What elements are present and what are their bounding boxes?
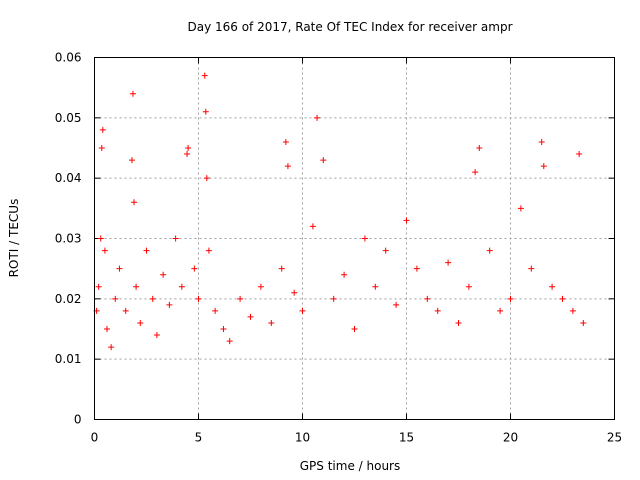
data-point [278,265,285,272]
data-point [507,295,514,302]
data-point [97,235,104,242]
data-point [465,283,472,290]
data-point [131,199,138,206]
data-point [538,138,545,145]
y-tick-label: 0.04 [55,171,82,185]
data-point [99,126,106,133]
data-point [299,307,306,314]
data-point [291,289,298,296]
y-tick-label: 0 [74,413,82,427]
data-points [93,72,587,351]
data-point [314,114,321,121]
data-point [101,247,108,254]
data-point [341,271,348,278]
data-point [226,338,233,345]
data-point [122,307,129,314]
data-point [486,247,493,254]
data-point [185,145,192,151]
y-tick-label: 0.01 [55,352,82,366]
data-point [143,247,150,254]
data-point [202,108,209,115]
data-point [98,145,105,151]
data-point [268,319,275,326]
data-point [382,247,389,254]
data-point [569,307,576,314]
data-point [191,265,198,272]
y-tick-label: 0.03 [55,232,82,246]
data-point [237,295,244,302]
data-point [403,217,410,224]
y-axis-label: ROTI / TECUs [7,199,21,278]
data-point [205,247,212,254]
data-point [330,295,337,302]
x-tick-label: 0 [91,431,99,445]
data-point [476,145,483,151]
data-point [497,307,504,314]
data-point [184,151,191,158]
x-axis-label: GPS time / hours [300,459,401,473]
tick-labels: 0 5 10 15 20 25 0 0.01 0.02 0.03 0.04 0.05 0.06 [55,51,622,445]
data-point [133,283,140,290]
data-point [212,307,219,314]
data-point [178,283,185,290]
data-point [455,319,462,326]
data-point [434,307,441,314]
data-point [549,283,556,290]
plot-frame [94,57,615,420]
data-point [413,265,420,272]
x-tick-label: 10 [295,431,310,445]
data-point [160,271,167,278]
data-point [137,319,144,326]
data-point [361,235,368,242]
data-point [257,283,264,290]
data-point [517,205,524,212]
x-tick-label: 25 [607,431,622,445]
data-point [129,90,136,97]
data-point [220,326,227,332]
data-point [203,175,210,182]
data-point [424,295,431,302]
data-point [95,283,102,290]
data-point [559,295,566,302]
data-point [540,163,547,170]
data-point [372,283,379,290]
data-point [320,157,327,164]
data-point [247,313,254,320]
data-point [393,301,400,308]
data-point [282,138,289,145]
data-point [201,72,208,79]
data-point [309,223,316,230]
data-point [528,265,535,272]
data-point [108,344,115,351]
data-point [149,295,156,302]
data-point [472,169,479,176]
data-point [580,319,587,326]
x-tick-label: 20 [503,431,518,445]
data-point [351,326,358,332]
y-tick-label: 0.05 [55,111,82,125]
data-point [284,163,291,170]
chart-title: Day 166 of 2017, Rate Of TEC Index for r… [187,20,512,34]
data-point [166,301,173,308]
x-tick-label: 5 [195,431,203,445]
y-tick-label: 0.06 [55,51,82,65]
data-point [172,235,179,242]
y-tick-label: 0.02 [55,292,82,306]
data-point [116,265,123,272]
data-point [445,259,452,266]
grid-lines [94,57,615,420]
x-tick-label: 15 [399,431,414,445]
data-point [195,295,202,302]
data-point [112,295,119,302]
data-point [576,151,583,158]
data-point [153,332,160,339]
data-point [103,326,110,332]
data-point [128,157,135,164]
